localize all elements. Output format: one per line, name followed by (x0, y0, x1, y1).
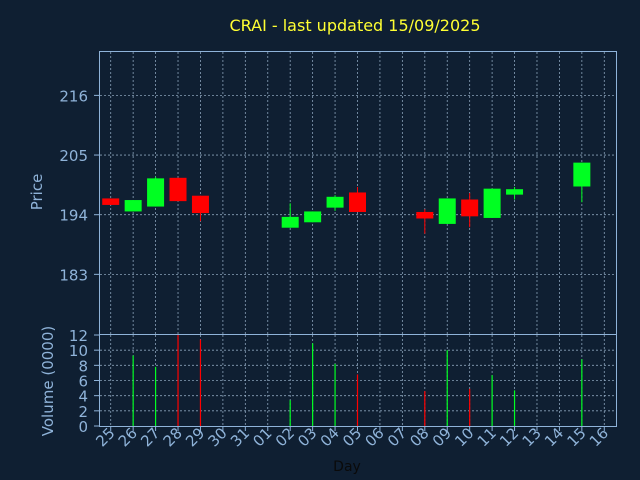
volume-y-tick-label: 12 (69, 327, 88, 345)
price-y-axis: 183 194 205 216 (59, 87, 100, 284)
candle (573, 162, 591, 203)
candle (483, 188, 501, 218)
volume-y-tick-label: 10 (69, 342, 88, 360)
candle-body (147, 178, 165, 207)
candle-body (416, 211, 434, 219)
candle-body (506, 189, 524, 195)
candle-body (483, 188, 501, 218)
candle (281, 203, 299, 228)
candle (326, 195, 344, 211)
candle (102, 198, 120, 205)
volume-axis-label: Volume (0000) (39, 326, 57, 436)
candle (438, 198, 456, 224)
candle (461, 193, 479, 228)
price-y-tick-label: 216 (59, 87, 88, 105)
candle-body (304, 211, 322, 223)
price-axis-label: Price (28, 174, 46, 211)
candle (304, 211, 322, 223)
candle (169, 177, 187, 202)
x-tick-label: 16 (586, 424, 612, 450)
candle-body (169, 177, 187, 202)
candle-body (573, 162, 591, 187)
candle-body (102, 198, 120, 205)
volume-y-tick-label: 6 (78, 373, 88, 391)
price-y-tick-label: 183 (59, 266, 88, 284)
candles (102, 162, 591, 234)
candle-body (438, 198, 456, 224)
price-y-tick-label: 194 (59, 207, 88, 225)
candle-body (124, 200, 142, 212)
volume-y-tick-label: 4 (78, 388, 88, 406)
volume-y-tick-label: 8 (78, 357, 88, 375)
candle (506, 187, 524, 200)
candle (124, 200, 142, 212)
candle-body (349, 192, 366, 212)
candle (349, 187, 366, 212)
candle-body (326, 196, 344, 208)
x-axis: 2526272829303101020304050607080910111213… (92, 424, 612, 450)
candle (191, 195, 209, 222)
chart-title: CRAI - last updated 15/09/2025 (229, 16, 480, 35)
candle-body (461, 199, 479, 217)
candle-body (281, 216, 299, 228)
x-axis-label: Day (333, 459, 361, 475)
volume-y-tick-label: 0 (78, 418, 88, 436)
price-y-tick-label: 205 (59, 147, 88, 165)
candle (147, 176, 165, 207)
candle (416, 209, 434, 234)
candle-body (191, 195, 209, 214)
volume-bars (132, 335, 583, 426)
volume-y-tick-label: 2 (78, 403, 88, 421)
